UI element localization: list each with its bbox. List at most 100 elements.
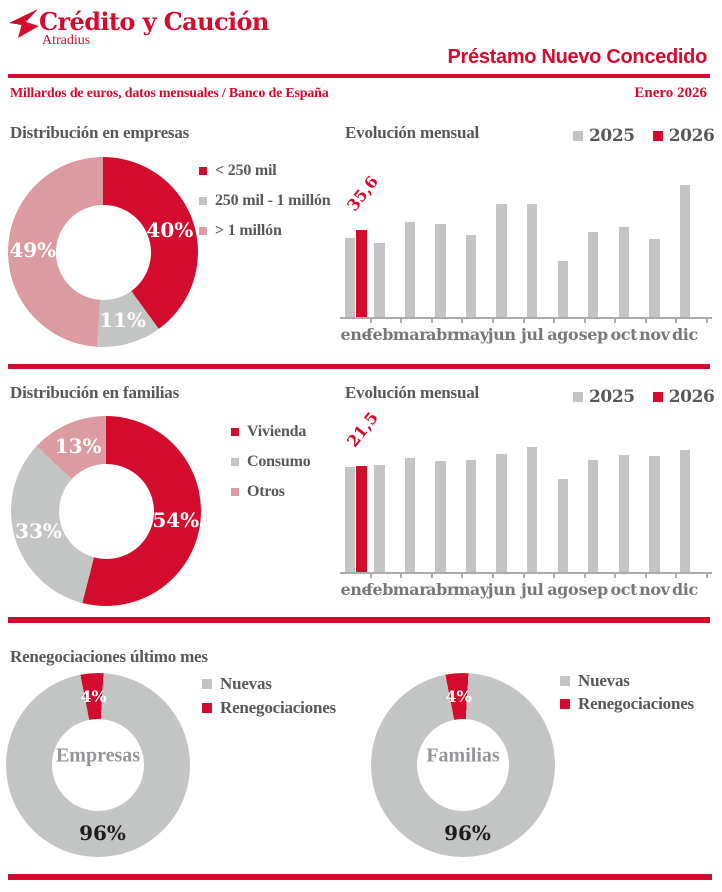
axis-tick <box>522 573 525 578</box>
axis-tick <box>553 573 556 578</box>
legend-label: Vivienda <box>247 423 307 440</box>
legend-label: Nuevas <box>220 674 272 693</box>
axis-tick <box>461 573 464 578</box>
month-label: ago <box>547 325 579 344</box>
month-label: jun <box>487 580 516 599</box>
brand-subname: Atradius <box>42 33 91 48</box>
bar-2025-ene <box>344 237 356 317</box>
bar-chart-familias: 21,5 <box>340 405 712 578</box>
legend-swatch-red-icon <box>202 703 212 713</box>
bar-2025-may <box>465 234 477 317</box>
axis-tick <box>522 318 525 323</box>
evolution-title-familias: Evolución mensual <box>345 383 480 402</box>
bar-2025-ene <box>344 467 356 572</box>
bar-2025-jun <box>496 453 507 572</box>
donut-slice-label: 4% <box>445 687 472 707</box>
legend-swatch-gray-icon <box>202 679 212 689</box>
bar-value-annotation: 21,5 <box>342 408 382 452</box>
month-label: abr <box>426 580 455 599</box>
bar-2025-feb <box>374 464 385 572</box>
legend-swatch-pink-icon <box>199 227 207 235</box>
header-rule <box>8 74 710 78</box>
axis-tick <box>461 318 464 323</box>
axis-tick <box>644 573 647 578</box>
month-label: mar <box>392 580 428 599</box>
legend-item: Renegociaciones <box>560 692 694 715</box>
month-label: sep <box>578 325 609 344</box>
bar-2025-ago <box>557 261 568 317</box>
donut-slice-label: 33% <box>15 518 62 543</box>
legend-swatch-red-icon <box>652 131 663 141</box>
donut-slice-label: 49% <box>9 237 57 262</box>
month-label: may <box>453 325 489 344</box>
legend-item: 2026 <box>652 387 715 407</box>
bar-2025-sep <box>588 460 599 572</box>
bar-2025-oct <box>618 454 629 572</box>
month-axis-empresas: ene feb mar abr may jun jul ago sep oct nov dic <box>340 325 712 344</box>
bar-2025-ago <box>557 479 568 572</box>
axis-tick <box>369 573 372 578</box>
axis-tick <box>400 573 403 578</box>
legend-swatch-red-icon <box>652 392 663 402</box>
legend-swatch-pink-icon <box>231 488 239 496</box>
month-label: may <box>453 580 489 599</box>
legend-familias: Vivienda Consumo Otros <box>231 417 311 507</box>
month-label: abr <box>426 325 455 344</box>
axis-tick <box>705 573 708 578</box>
donut-slice-label: 96% <box>79 820 126 845</box>
axis-tick <box>583 573 586 578</box>
section-divider <box>8 364 710 369</box>
legend-swatch-gray-icon <box>573 392 583 402</box>
axis-tick <box>400 318 403 323</box>
axis-tick <box>430 318 433 323</box>
month-label: ene <box>340 580 372 599</box>
legend-swatch-gray-icon <box>199 197 207 205</box>
month-label: jun <box>487 325 516 344</box>
bar-2025-jul <box>527 446 538 572</box>
month-label: feb <box>365 325 394 344</box>
month-label: nov <box>639 325 670 344</box>
legend-label: 2026 <box>668 126 715 146</box>
bar-2025-mar <box>404 457 416 572</box>
axis-tick <box>491 318 494 323</box>
donut-chart-familias: 54% 33% 13% <box>11 416 201 606</box>
donut-chart-empresas: 40% 11% 49% <box>8 157 198 347</box>
swallow-bird-icon <box>9 9 39 38</box>
bar-2025-abr <box>435 460 446 572</box>
report-title: Préstamo Nuevo Concedido <box>447 46 707 68</box>
axis-tick <box>491 573 494 578</box>
donut-slice-label: 40% <box>146 218 194 243</box>
legend-swatch-red-icon <box>231 428 239 436</box>
legend-label: < 250 mil <box>215 162 277 179</box>
section-title-renegociaciones: Renegociaciones último mes <box>10 647 208 666</box>
bar-2026-ene <box>356 466 367 572</box>
donut-chart-reneg-familias: 96% 4% Familias <box>371 673 555 857</box>
donut-slice-label: 11% <box>99 307 147 332</box>
donut-slice-label: 4% <box>80 687 107 707</box>
axis-tick <box>644 318 647 323</box>
legend-item: < 250 mil <box>199 156 331 186</box>
donut-hole <box>417 719 509 811</box>
legend-swatch-gray-icon <box>573 131 583 141</box>
chart-legend-familias: 2025 2026 <box>573 387 715 407</box>
section-divider <box>8 617 710 623</box>
legend-item: Nuevas <box>560 669 694 692</box>
month-label: jul <box>521 325 544 344</box>
donut-slice-label: 96% <box>444 820 491 845</box>
axis-tick <box>614 318 617 323</box>
month-label: dic <box>671 325 698 344</box>
legend-item: Renegociaciones <box>202 696 336 720</box>
legend-label: Consumo <box>247 453 311 470</box>
month-label: oct <box>610 325 638 344</box>
legend-label: 250 mil - 1 millón <box>215 192 331 209</box>
bar-2025-sep <box>588 232 599 317</box>
legend-label: Renegociaciones <box>578 693 694 713</box>
bar-2025-oct <box>618 226 629 317</box>
legend-reneg-empresas: Nuevas Renegociaciones <box>202 672 336 720</box>
month-axis-familias: ene feb mar abr may jun jul ago sep oct nov dic <box>340 580 712 599</box>
month-label: nov <box>639 580 670 599</box>
legend-item: Consumo <box>231 447 311 477</box>
legend-item: Vivienda <box>231 417 311 447</box>
axis-tick <box>430 573 433 578</box>
bar-2025-nov <box>649 455 660 572</box>
